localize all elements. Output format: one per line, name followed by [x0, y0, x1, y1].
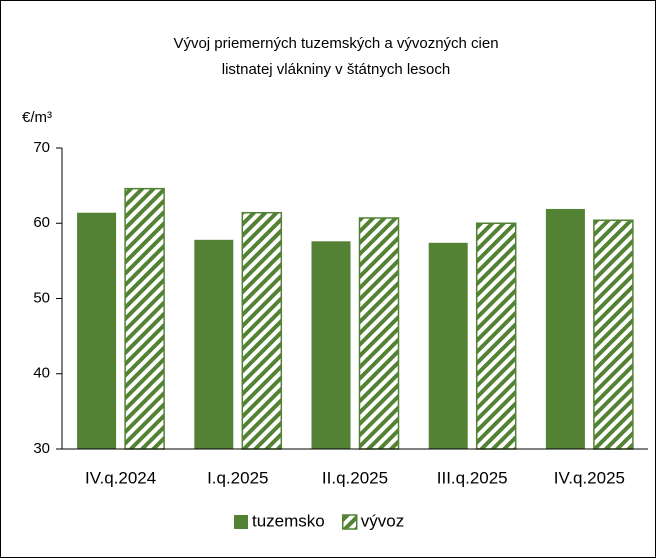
x-tick-label: III.q.2025 — [437, 468, 508, 487]
x-tick-label: IV.q.2024 — [85, 468, 156, 487]
y-tick-label: 30 — [33, 440, 50, 457]
bar — [124, 187, 165, 450]
bar — [428, 242, 468, 449]
legend-swatch — [234, 515, 248, 529]
chart-title: listnatej vlákniny v štátnych lesoch — [222, 61, 450, 78]
y-tick-label: 50 — [33, 289, 50, 306]
bar — [358, 217, 400, 450]
legend-label: tuzemsko — [252, 511, 325, 530]
bar — [475, 222, 517, 450]
x-tick-label: II.q.2025 — [322, 468, 388, 487]
bar — [545, 208, 585, 449]
bar — [77, 212, 117, 449]
y-axis-label: €/m³ — [22, 109, 52, 126]
x-tick-label: IV.q.2025 — [554, 468, 625, 487]
y-tick-label: 70 — [33, 139, 50, 156]
bar — [241, 211, 283, 450]
bar — [311, 241, 351, 449]
y-tick-label: 60 — [33, 214, 50, 231]
y-tick-label: 40 — [33, 365, 50, 382]
bar — [194, 239, 234, 449]
legend-label: vývoz — [361, 511, 404, 530]
bar — [593, 219, 634, 450]
x-tick-label: I.q.2025 — [207, 468, 268, 487]
chart-title: Vývoj priemerných tuzemských a vývozných… — [173, 35, 498, 52]
legend-swatch — [342, 514, 358, 530]
